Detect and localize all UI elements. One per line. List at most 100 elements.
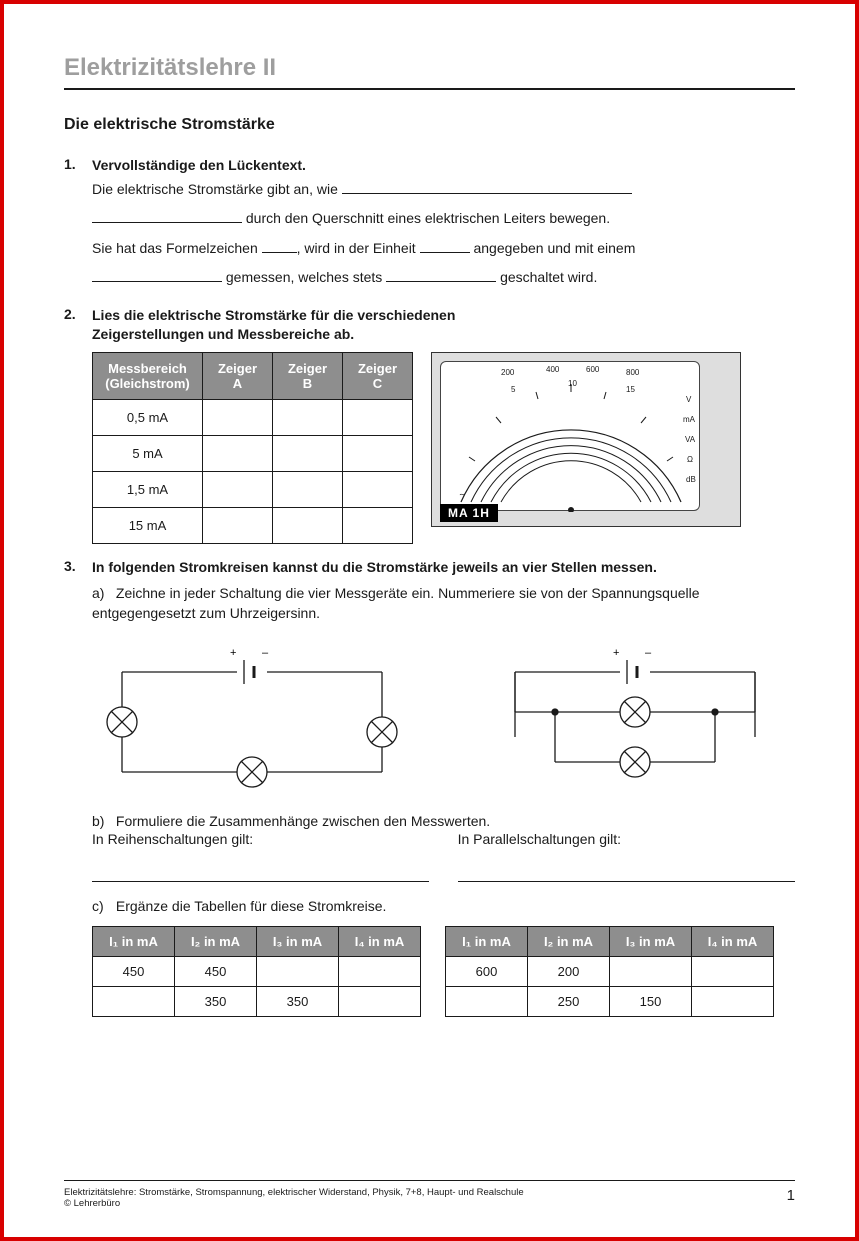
td-blank[interactable]	[273, 472, 343, 508]
td-blank[interactable]	[273, 508, 343, 544]
blank[interactable]	[262, 239, 297, 253]
th: Zeiger C	[343, 353, 413, 400]
th: I₁ in mA	[93, 927, 175, 957]
blank[interactable]	[342, 180, 632, 194]
blank[interactable]	[386, 268, 496, 282]
td: 150	[610, 987, 692, 1017]
scale-label: 600	[586, 365, 600, 374]
q3c-table-left: I₁ in mA I₂ in mA I₃ in mA I₄ in mA 450 …	[92, 926, 421, 1017]
th: I₄ in mA	[339, 927, 421, 957]
footer-line2: © Lehrerbüro	[64, 1198, 120, 1209]
q3c-text: Ergänze die Tabellen für diese Stromkrei…	[116, 898, 387, 914]
th: I₄ in mA	[692, 927, 774, 957]
q1-cloze: Die elektrische Stromstärke gibt an, wie…	[92, 175, 795, 293]
question-3: 3. In folgenden Stromkreisen kannst du d…	[64, 558, 795, 1017]
th: I₂ in mA	[175, 927, 257, 957]
analog-meter: 200 400 600 800 5 10 15 V mA VA	[431, 352, 741, 527]
td: 250	[528, 987, 610, 1017]
answer-line[interactable]	[92, 865, 429, 882]
meter-model-label: MA 1H	[440, 504, 498, 522]
th: Messbereich (Gleichstrom)	[93, 353, 203, 400]
page-footer: Elektrizitätslehre: Stromstärke, Stromsp…	[64, 1180, 795, 1209]
th: I₃ in mA	[257, 927, 339, 957]
unit-label: dB	[686, 475, 696, 484]
table-row: 5 mA	[93, 436, 413, 472]
q3-prompt: In folgenden Stromkreisen kannst du die …	[92, 558, 657, 577]
td: 200	[528, 957, 610, 987]
table-header-row: I₁ in mA I₂ in mA I₃ in mA I₄ in mA	[446, 927, 774, 957]
scale-label: 400	[546, 365, 560, 374]
svg-text:∼: ∼	[459, 490, 466, 499]
th: I₂ in mA	[528, 927, 610, 957]
page-border: Elektrizitätslehre II Die elektrische St…	[0, 0, 859, 1241]
answer-line[interactable]	[458, 865, 795, 882]
q3c-table-right: I₁ in mA I₂ in mA I₃ in mA I₄ in mA 600 …	[445, 926, 774, 1017]
scale-label: 10	[568, 379, 577, 388]
q3b-text: Formuliere die Zusammenhänge zwischen de…	[116, 813, 490, 829]
td-blank[interactable]	[692, 987, 774, 1017]
unit-label: VA	[685, 435, 696, 444]
th: I₁ in mA	[446, 927, 528, 957]
blank[interactable]	[92, 209, 242, 223]
td-blank[interactable]	[339, 957, 421, 987]
q3a-label: a)	[92, 583, 112, 603]
q1-number: 1.	[64, 156, 82, 172]
table-row: 350 350	[93, 987, 421, 1017]
td-blank[interactable]	[203, 436, 273, 472]
table-row: 15 mA	[93, 508, 413, 544]
td: 5 mA	[93, 436, 203, 472]
page-content: Elektrizitätslehre II Die elektrische St…	[4, 4, 855, 1061]
q1-text: durch den Querschnitt eines elektrischen…	[242, 210, 610, 226]
td-blank[interactable]	[273, 436, 343, 472]
polarity-minus: –	[262, 647, 269, 659]
th: I₃ in mA	[610, 927, 692, 957]
blank[interactable]	[92, 268, 222, 282]
footer-line1: Elektrizitätslehre: Stromstärke, Stromsp…	[64, 1187, 524, 1198]
td-blank[interactable]	[203, 400, 273, 436]
td: 600	[446, 957, 528, 987]
td: 15 mA	[93, 508, 203, 544]
q1-text: geschaltet wird.	[496, 269, 597, 285]
td-blank[interactable]	[339, 987, 421, 1017]
td: 0,5 mA	[93, 400, 203, 436]
series-circuit: + –	[92, 642, 412, 797]
q1-text: , wird in der Einheit	[297, 240, 420, 256]
table-header-row: I₁ in mA I₂ in mA I₃ in mA I₄ in mA	[93, 927, 421, 957]
q3a-text: Zeichne in jeder Schaltung die vier Mess…	[92, 585, 700, 621]
th: Zeiger B	[273, 353, 343, 400]
table-header-row: Messbereich (Gleichstrom) Zeiger A Zeige…	[93, 353, 413, 400]
td-blank[interactable]	[257, 957, 339, 987]
q3c-tables: I₁ in mA I₂ in mA I₃ in mA I₄ in mA 450 …	[92, 926, 795, 1017]
td: 450	[93, 957, 175, 987]
unit-label: V	[686, 395, 692, 404]
polarity-plus: +	[230, 647, 236, 659]
unit-label: Ω	[687, 455, 693, 464]
td-blank[interactable]	[203, 508, 273, 544]
td-blank[interactable]	[343, 472, 413, 508]
blank[interactable]	[420, 239, 470, 253]
unit-label: mA	[683, 415, 696, 424]
q3c-label: c)	[92, 896, 112, 916]
td-blank[interactable]	[93, 987, 175, 1017]
td: 350	[175, 987, 257, 1017]
td: 450	[175, 957, 257, 987]
scale-label: 800	[626, 368, 640, 377]
td-blank[interactable]	[446, 987, 528, 1017]
q1-prompt: Vervollständige den Lückentext.	[92, 156, 306, 175]
page-subtitle: Die elektrische Stromstärke	[64, 116, 795, 134]
td-blank[interactable]	[343, 436, 413, 472]
td-blank[interactable]	[343, 508, 413, 544]
td-blank[interactable]	[692, 957, 774, 987]
td-blank[interactable]	[610, 957, 692, 987]
td-blank[interactable]	[203, 472, 273, 508]
meter-svg: 200 400 600 800 5 10 15 V mA VA	[441, 362, 701, 512]
q3b-left: In Reihenschaltungen gilt:	[92, 831, 253, 847]
q1-text: Sie hat das Formelzeichen	[92, 240, 262, 256]
table-row: 0,5 mA	[93, 400, 413, 436]
polarity-minus: –	[645, 647, 652, 659]
q3b-label: b)	[92, 811, 112, 831]
td-blank[interactable]	[273, 400, 343, 436]
td-blank[interactable]	[343, 400, 413, 436]
td: 1,5 mA	[93, 472, 203, 508]
q1-text: gemessen, welches stets	[222, 269, 386, 285]
